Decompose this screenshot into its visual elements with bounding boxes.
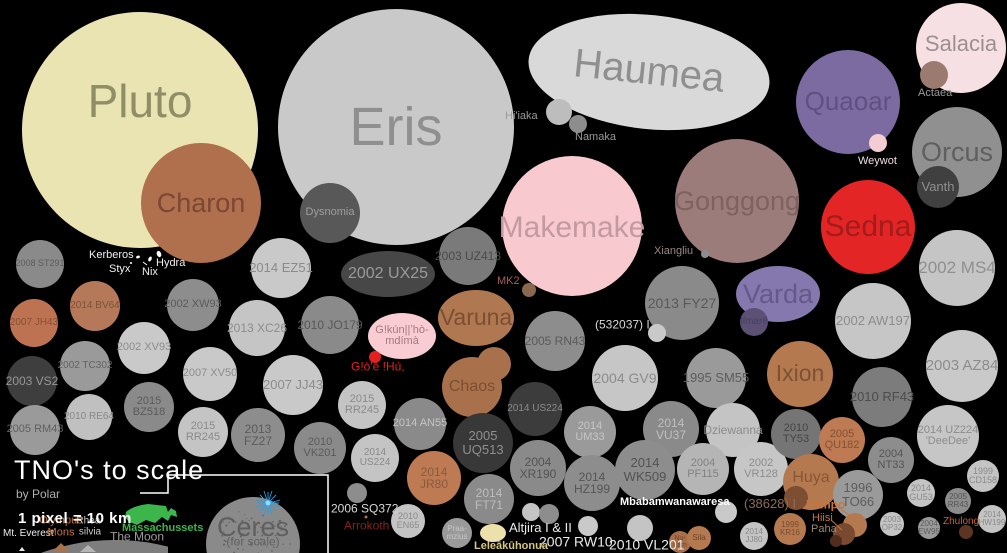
tno-2013-fy27-moon bbox=[648, 324, 666, 342]
rheasilvia-triangle bbox=[80, 545, 96, 552]
tno-huya-moon bbox=[784, 486, 808, 510]
moon-arc bbox=[41, 540, 189, 553]
tno-actaea bbox=[920, 61, 948, 89]
mt-everest-triangle bbox=[19, 547, 25, 551]
styx-speck bbox=[129, 262, 133, 264]
tno-altjira-i bbox=[522, 503, 540, 521]
weywot-label: Weywot bbox=[858, 155, 897, 168]
zhulong-label: Zhulong bbox=[943, 515, 980, 527]
tno-xiangliu bbox=[701, 250, 709, 258]
tno-2010-vl201 bbox=[627, 515, 653, 541]
nix-speck bbox=[148, 256, 152, 262]
massachussets-label: Massachussets bbox=[122, 522, 204, 535]
altjira-label: Altjira I & II bbox=[509, 520, 572, 536]
hydra-label: Hydra bbox=[156, 257, 186, 270]
xiangliu-label: Xiangliu bbox=[654, 245, 694, 258]
styx-label: Styx bbox=[109, 263, 131, 276]
ceres-forscale-label: (for scale) bbox=[226, 534, 280, 549]
lempo-pointer-line bbox=[837, 506, 853, 518]
namaka-label: Namaka bbox=[575, 131, 616, 144]
scale-note: 1 pixel = 10 km bbox=[18, 510, 132, 527]
2006-sq372-label: 2006 SQ372 bbox=[331, 501, 399, 516]
tno-hiiaka bbox=[546, 99, 572, 125]
2007-rw10-label: 2007 RW10 bbox=[539, 533, 613, 550]
tno-altjira-ii bbox=[539, 504, 559, 524]
tno-paha bbox=[830, 535, 842, 547]
tno-zhulong bbox=[959, 525, 973, 539]
tno-leleakuhonua bbox=[480, 524, 506, 542]
olympus-mons-label: Olympus Mons bbox=[39, 514, 83, 538]
actaea-label: Actaea bbox=[918, 87, 953, 100]
paha-label: Paha bbox=[811, 523, 837, 536]
hydra-speck bbox=[156, 250, 162, 258]
caption-box-border bbox=[140, 474, 329, 553]
ceres-speckles bbox=[219, 511, 291, 553]
massachusetts-shape bbox=[125, 504, 177, 525]
gkun-moon-label: G!ò'é !Hú, bbox=[351, 359, 405, 374]
tno-mk2 bbox=[522, 283, 536, 297]
rheasilvia-label: Rhea- silvia bbox=[76, 515, 104, 537]
38628-i-label: (38628) I bbox=[744, 496, 797, 512]
tno-mbabamwanawaresa bbox=[715, 501, 737, 523]
tno-weywot bbox=[869, 134, 887, 152]
ceres-starburst-core bbox=[265, 500, 271, 506]
caption: TNO's to scale by Polar 1 pixel = 10 km bbox=[14, 455, 204, 527]
the-moon-label: The Moon bbox=[110, 529, 165, 544]
nix-tick bbox=[142, 261, 148, 266]
kerberos-speck bbox=[136, 255, 140, 259]
tno-2004-gv9: 2004 GV9 bbox=[592, 345, 658, 411]
kerberos-label: Kerberos bbox=[89, 249, 134, 262]
mbabamwanawaresa-label: Mbabamwanawaresa bbox=[620, 496, 730, 509]
tno-2007-rw10 bbox=[578, 516, 598, 536]
nix-label: Nix bbox=[142, 266, 158, 279]
tno-2006-sq372 bbox=[347, 483, 367, 503]
hiiaka-label: Hi'iaka bbox=[505, 110, 538, 123]
page-title: TNO's to scale bbox=[14, 455, 205, 485]
mk2-label: MK2 bbox=[497, 275, 520, 288]
arrokoth-label: Arrokoth bbox=[344, 518, 390, 533]
arrokoth-dot bbox=[364, 515, 368, 519]
tno-namaka bbox=[569, 115, 587, 133]
tno-gkun-moon bbox=[369, 351, 381, 363]
leleakuhonua-label: Leleākūhonua bbox=[474, 540, 548, 553]
lempo-label: Lempo bbox=[806, 497, 846, 512]
532037-i-label: (532037) I bbox=[595, 317, 650, 332]
mt-everest-label: Mt. Everest bbox=[3, 527, 54, 539]
2010-vl201-label: 2010 VL201 bbox=[609, 536, 685, 553]
hiisi-label: Hiisi bbox=[812, 512, 833, 525]
hiisi-pointer-line bbox=[830, 519, 843, 531]
byline: by Polar bbox=[16, 487, 61, 501]
olympus-mons-triangle bbox=[52, 543, 70, 552]
